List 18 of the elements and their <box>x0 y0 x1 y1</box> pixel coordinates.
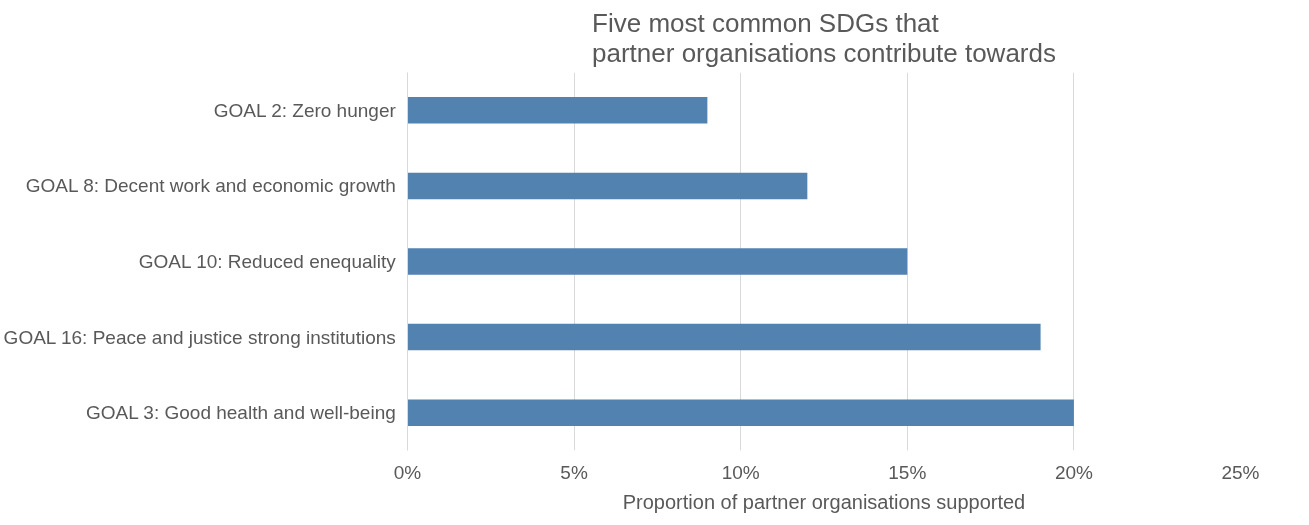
y-tick-label: GOAL 10: Reduced enequality <box>138 251 397 272</box>
bar <box>407 323 1041 351</box>
x-tick-label: 0% <box>393 461 422 483</box>
x-tick-label: 15% <box>888 461 927 483</box>
x-axis-title: Proportion of partner organisations supported <box>622 490 1026 513</box>
x-tick-label: 25% <box>1221 461 1260 483</box>
y-tick-label: GOAL 3: Good health and well-being <box>85 402 396 424</box>
y-tick-label: GOAL 2: Zero hunger <box>213 99 397 121</box>
bar <box>407 399 1074 426</box>
y-tick-label: GOAL 8: Decent work and economic growth <box>25 175 396 197</box>
x-tick-label: 10% <box>721 461 760 483</box>
bar <box>407 97 708 124</box>
x-tick-label: 5% <box>560 461 588 483</box>
bar <box>407 248 908 275</box>
chart-title: Five most common SDGs that partner organisations contribute towards <box>592 7 1056 68</box>
bar <box>407 172 808 200</box>
y-tick-label: GOAL 16: Peace and justice strong institutions <box>3 326 396 348</box>
x-tick-label: 20% <box>1054 461 1094 483</box>
